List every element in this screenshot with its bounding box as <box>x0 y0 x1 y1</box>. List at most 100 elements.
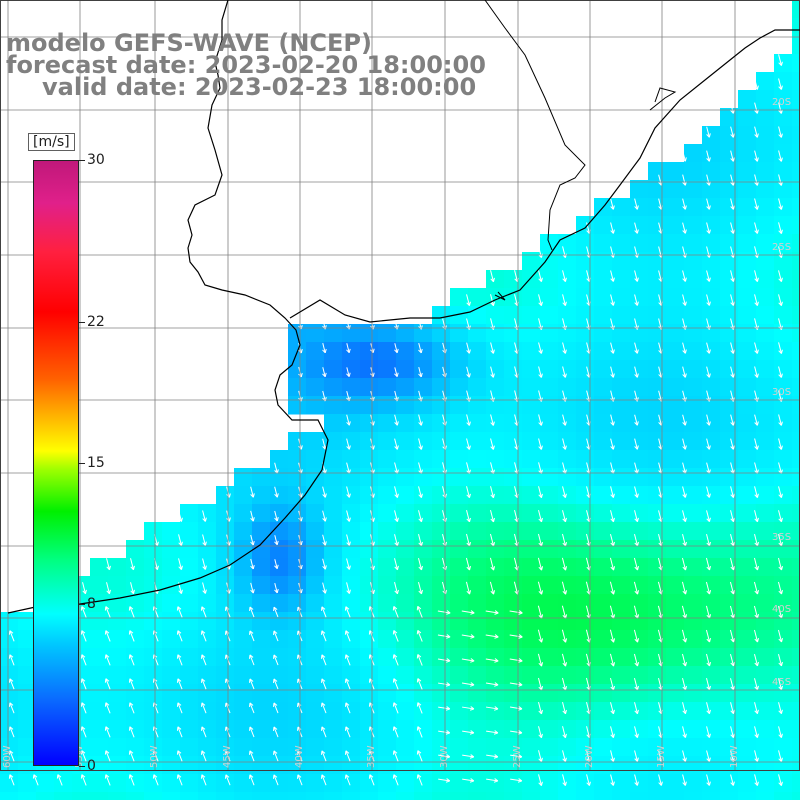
speed-cell <box>594 270 613 289</box>
wind-arrow <box>754 653 759 667</box>
speed-cell <box>792 576 800 595</box>
wind-arrow <box>706 678 711 691</box>
speed-cell <box>396 504 415 523</box>
colorbar-tick-label: 8 <box>87 596 96 613</box>
wind-arrow <box>634 366 639 378</box>
speed-cell <box>396 720 415 739</box>
speed-cell <box>720 216 739 235</box>
speed-cell <box>144 738 163 757</box>
speed-cell <box>504 324 523 343</box>
wind-arrow <box>394 534 399 547</box>
speed-cell <box>792 234 800 253</box>
speed-cell <box>576 414 595 433</box>
speed-cell <box>234 612 253 631</box>
speed-cell <box>558 504 577 523</box>
wind-arrow <box>274 535 279 546</box>
wind-arrow <box>250 582 255 594</box>
speed-cell <box>306 432 325 451</box>
speed-cell <box>432 774 451 793</box>
colorbar-tick-label: 22 <box>87 313 105 330</box>
speed-cell <box>486 486 505 505</box>
speed-cell <box>198 612 217 631</box>
speed-cell <box>756 216 775 235</box>
speed-cell <box>774 216 793 235</box>
wind-arrow <box>509 610 523 615</box>
wind-arrow <box>178 534 183 546</box>
wind-arrow <box>272 774 279 786</box>
speed-cell <box>234 522 253 541</box>
speed-cell <box>684 540 703 559</box>
speed-cell <box>612 504 631 523</box>
wind-arrow <box>437 610 451 615</box>
wind-arrow <box>466 294 471 307</box>
speed-cell <box>612 522 631 541</box>
speed-cell <box>360 486 379 505</box>
speed-cell <box>450 774 469 793</box>
wind-arrow <box>634 510 639 523</box>
speed-cell <box>666 216 685 235</box>
coastline <box>7 0 800 614</box>
wind-arrow <box>730 774 735 786</box>
speed-cell <box>396 450 415 469</box>
speed-cell <box>288 684 307 703</box>
speed-cell <box>522 522 541 541</box>
speed-cell <box>756 234 775 253</box>
speed-cell <box>162 648 181 667</box>
speed-cell <box>666 180 685 199</box>
speed-cell <box>612 270 631 289</box>
wind-arrow <box>753 605 760 619</box>
wind-arrow <box>466 342 471 354</box>
speed-cell <box>738 648 757 667</box>
wind-arrow <box>392 654 399 666</box>
wind-arrow <box>344 678 351 690</box>
speed-cell <box>792 486 800 505</box>
wind-arrow <box>128 750 135 762</box>
speed-cell <box>198 594 217 613</box>
speed-cell <box>468 738 487 757</box>
speed-cell <box>234 720 253 739</box>
wind-arrow <box>8 774 15 786</box>
speed-cell <box>792 432 800 451</box>
speed-cell <box>108 576 127 595</box>
speed-cell <box>576 288 595 307</box>
speed-cell <box>180 630 199 649</box>
speed-cell <box>306 630 325 649</box>
speed-cell <box>666 306 685 325</box>
speed-cell <box>756 720 775 739</box>
wind-arrow <box>418 557 423 571</box>
speed-cell <box>144 792 163 800</box>
wind-arrow <box>346 414 351 426</box>
speed-cell <box>90 702 109 721</box>
wind-arrow <box>610 366 615 378</box>
speed-cell <box>702 486 721 505</box>
wind-arrow <box>634 294 639 306</box>
speed-cell <box>504 720 523 739</box>
wind-arrow <box>485 610 499 615</box>
speed-cell <box>702 162 721 181</box>
wind-arrow <box>538 438 543 450</box>
wind-arrow <box>561 653 568 667</box>
speed-cell <box>90 720 109 739</box>
wind-arrow <box>248 678 255 690</box>
speed-cell <box>432 486 451 505</box>
speed-cell <box>486 414 505 433</box>
speed-cell <box>198 576 217 595</box>
wind-arrow <box>658 774 663 786</box>
speed-cell <box>738 450 757 469</box>
wind-arrow <box>489 533 496 547</box>
wind-arrow <box>777 557 783 571</box>
speed-cell <box>432 666 451 685</box>
speed-cell <box>234 666 253 685</box>
speed-cell <box>180 504 199 523</box>
speed-cell <box>558 756 577 775</box>
speed-cell <box>108 648 127 667</box>
speed-cell <box>90 594 109 613</box>
longitude-label: 10W <box>729 745 740 768</box>
speed-cell <box>720 378 739 397</box>
wind-arrow <box>706 726 711 738</box>
speed-cell <box>576 648 595 667</box>
speed-cell <box>558 792 577 800</box>
wind-arrow <box>634 726 639 738</box>
wind-arrow <box>538 414 543 426</box>
speed-cell <box>666 756 685 775</box>
